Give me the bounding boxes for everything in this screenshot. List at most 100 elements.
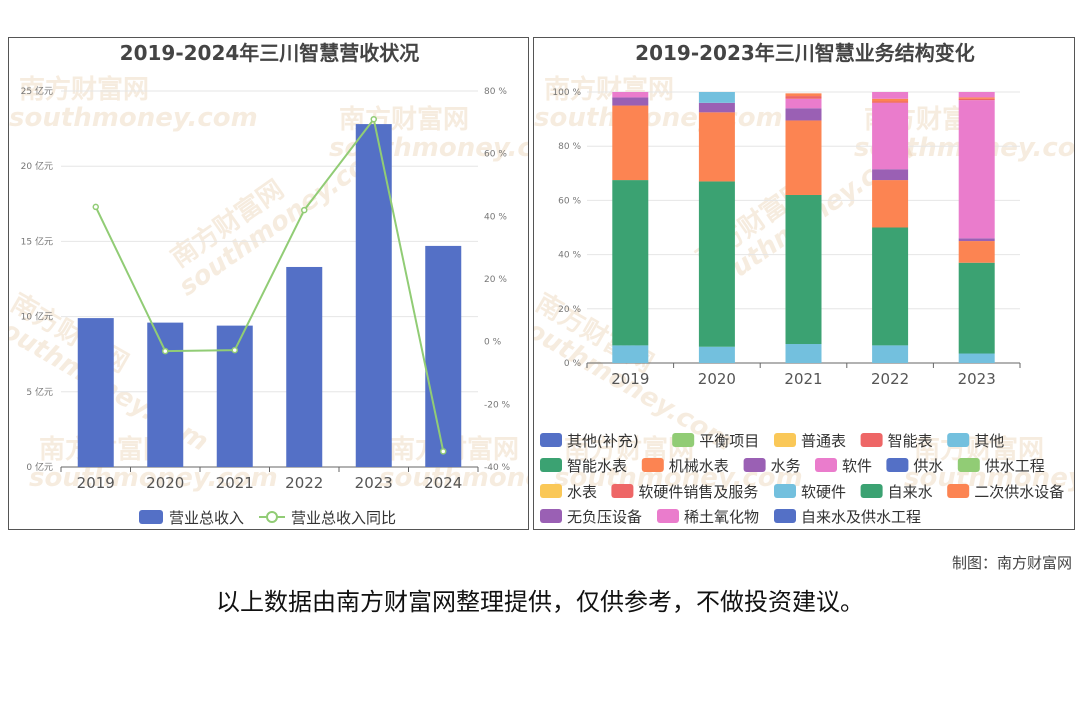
- business-structure-chart-panel: 南方财富网southmoney.com南方财富网southmoney.com南方…: [533, 37, 1075, 530]
- legend-swatch: [886, 458, 909, 472]
- segment-机械水表-2022: [872, 180, 909, 228]
- x-tick-label: 2023: [355, 474, 393, 492]
- watermark-cn: 南方财富网: [544, 74, 674, 105]
- legend-label: 供水: [913, 457, 943, 475]
- y-left-tick-label: 20 亿元: [21, 160, 53, 172]
- segment-智能水表-2020: [698, 181, 735, 347]
- y-tick-label: 0 %: [564, 359, 582, 369]
- legend-swatch: [540, 458, 562, 472]
- legend-swatch: [774, 433, 796, 447]
- y-right-tick-label: 40 %: [484, 212, 507, 222]
- segment-其他-2019: [612, 345, 649, 363]
- business-structure-chart: 南方财富网southmoney.com南方财富网southmoney.com南方…: [534, 41, 1075, 526]
- legend-label: 平衡项目: [699, 432, 759, 450]
- revenue-chart: 南方财富网southmoney.com南方财富网southmoney.com南方…: [9, 41, 529, 527]
- segment-软件-2019: [612, 92, 649, 98]
- segment-机械水表-2019: [612, 105, 649, 181]
- segment-智能水表-2023: [958, 262, 995, 354]
- x-tick-label: 2022: [285, 474, 323, 492]
- legend-swatch: [947, 484, 970, 498]
- y-right-tick-label: -40 %: [484, 463, 511, 473]
- legend-swatch: [672, 433, 695, 447]
- legend-label: 自来水: [888, 483, 933, 501]
- x-tick-label: 2021: [784, 370, 822, 388]
- line-point-2023: [370, 115, 377, 123]
- y-left-tick-label: 0 亿元: [26, 461, 53, 473]
- segment-稀土氧化物-2022: [872, 92, 909, 99]
- watermark-en: southmoney.com: [29, 463, 278, 493]
- segment-软硬件销售及服务-2023: [958, 98, 995, 101]
- legend-label: 软件: [842, 457, 872, 475]
- x-tick-label: 2022: [871, 370, 909, 388]
- segment-软件-2021: [785, 98, 822, 109]
- line-point-2024: [440, 448, 447, 455]
- legend-label: 水表: [567, 483, 597, 501]
- legend-label: 自来水及供水工程: [801, 508, 921, 526]
- x-tick-label: 2019: [611, 370, 649, 388]
- y-left-tick-label: 5 亿元: [26, 386, 53, 398]
- bar-2020: [147, 322, 184, 467]
- legend-label: 软硬件销售及服务: [638, 483, 758, 501]
- legend-swatch: [947, 433, 970, 447]
- segment-其他-2021: [785, 344, 822, 363]
- legend-label: 稀土氧化物: [684, 508, 759, 526]
- legend-label: 机械水表: [669, 457, 729, 475]
- segment-软件-2023: [958, 100, 995, 239]
- line-point-2019: [92, 203, 99, 211]
- x-tick-label: 2024: [424, 474, 462, 492]
- watermark-en: southmoney.com: [379, 463, 529, 493]
- legend-swatch: [774, 484, 796, 498]
- x-tick-label: 2023: [958, 370, 996, 388]
- segment-软硬件销售及服务-2021: [785, 96, 822, 99]
- watermark-en: southmoney.com: [904, 463, 1075, 493]
- bar-2024: [425, 245, 462, 467]
- chart-title: 2019-2023年三川智慧业务结构变化: [635, 41, 975, 65]
- legend-swatch: [657, 509, 679, 523]
- segment-机械水表-2023: [958, 241, 995, 263]
- bar-2021: [216, 325, 253, 467]
- x-tick-label: 2020: [698, 370, 736, 388]
- legend-label-bar: 营业总收入: [169, 509, 244, 527]
- line-point-2022: [301, 206, 308, 214]
- y-tick-label: 40 %: [558, 251, 581, 261]
- watermark-en: southmoney.com: [534, 103, 783, 133]
- segment-水务-2019: [612, 97, 649, 106]
- segment-水务-2020: [698, 102, 735, 113]
- legend-label: 软硬件: [801, 483, 846, 501]
- line-point-2020: [162, 347, 169, 355]
- legend-swatch: [540, 484, 562, 498]
- segment-水务-2022: [872, 169, 909, 181]
- revenue-chart-panel: 南方财富网 southmoney.com 南方财富网 southmoney.com 南方…: [8, 37, 529, 530]
- legend-label: 普通表: [801, 432, 846, 450]
- legend-swatch: [743, 458, 766, 472]
- segment-二次供水设备-2022: [872, 98, 909, 102]
- segment-其他-2023: [958, 353, 995, 363]
- legend-swatch: [860, 433, 883, 447]
- series-line: [94, 116, 445, 452]
- legend-label: 智能水表: [567, 457, 627, 475]
- legend-label: 供水工程: [985, 457, 1045, 475]
- legend-swatch: [540, 433, 562, 447]
- watermark-cn: 南方财富网: [19, 74, 149, 105]
- disclaimer-text: 以上数据由南方财富网整理提供，仅供参考，不做投资建议。: [216, 588, 864, 616]
- y-tick-label: 60 %: [558, 196, 581, 206]
- legend-swatch: [611, 484, 634, 498]
- segment-二次供水设备-2023: [958, 97, 995, 99]
- x-tick-label: 2020: [146, 474, 184, 492]
- line-point-2021: [231, 346, 238, 354]
- segment-稀土氧化物-2023: [958, 92, 995, 98]
- bar-2022: [286, 266, 323, 467]
- y-left-tick-label: 25 亿元: [21, 85, 53, 97]
- y-right-tick-label: 80 %: [484, 87, 507, 97]
- segment-水务-2023: [958, 238, 995, 242]
- legend-label-line: 营业总收入同比: [291, 509, 396, 527]
- legend-label: 其他: [974, 432, 1004, 450]
- legend-label: 二次供水设备: [974, 483, 1064, 501]
- legend-swatch: [815, 458, 837, 472]
- legend-swatch: [641, 458, 664, 472]
- legend-label: 无负压设备: [567, 508, 642, 526]
- y-right-tick-label: -20 %: [484, 400, 511, 410]
- legend-swatch: [774, 509, 796, 523]
- y-left-tick-label: 10 亿元: [21, 311, 53, 323]
- legend-swatch: [540, 509, 562, 523]
